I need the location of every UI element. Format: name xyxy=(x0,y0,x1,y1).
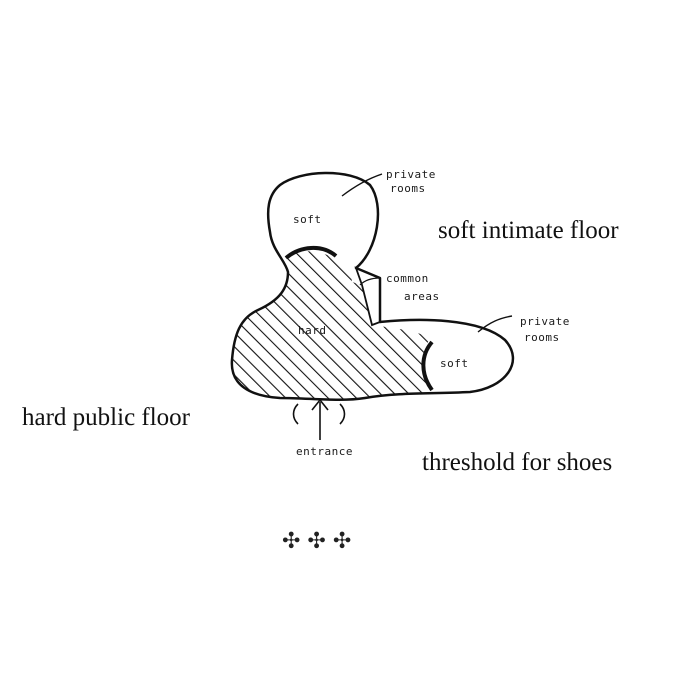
caption-hard-public-floor: hard public floor xyxy=(22,404,191,431)
caption-soft-intimate-floor: soft intimate floor xyxy=(438,217,619,244)
caption-threshold-for-shoes: threshold for shoes xyxy=(422,449,612,476)
leader-common-areas xyxy=(359,277,381,286)
label-common-2: areas xyxy=(404,290,440,303)
label-private-right-1: private xyxy=(520,315,570,328)
label-private-top-2: rooms xyxy=(390,182,426,195)
soft-threshold-right xyxy=(421,340,434,392)
section-ornament: ✣ ✣ ✣ xyxy=(282,529,351,554)
label-hard: hard xyxy=(298,324,327,337)
label-soft-right: soft xyxy=(440,357,469,370)
label-entrance: entrance xyxy=(296,445,353,458)
label-soft-top: soft xyxy=(293,213,322,226)
entrance-bracket-left xyxy=(292,403,299,425)
leader-private-top xyxy=(341,173,383,197)
label-private-right-2: rooms xyxy=(524,331,560,344)
common-areas-box xyxy=(354,266,381,327)
leader-private-right xyxy=(477,315,513,333)
hard-area-hatching xyxy=(231,251,432,400)
label-common-1: common xyxy=(386,272,429,285)
entrance-arrow-head xyxy=(311,398,329,411)
entrance-bracket-right xyxy=(339,403,346,425)
label-private-top-1: private xyxy=(386,168,436,181)
soft-threshold-top xyxy=(284,246,338,260)
